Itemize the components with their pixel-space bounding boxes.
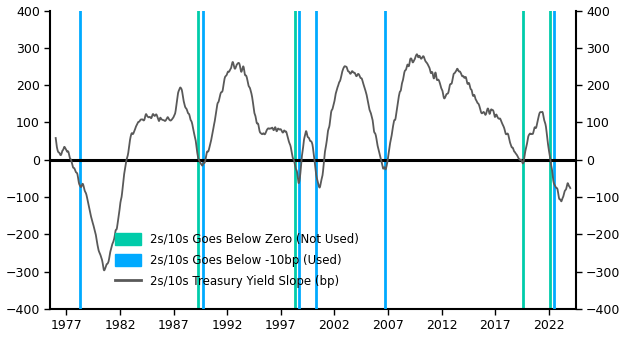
Legend: 2s/10s Goes Below Zero (Not Used), 2s/10s Goes Below -10bp (Used), 2s/10s Treasu: 2s/10s Goes Below Zero (Not Used), 2s/10… — [109, 227, 365, 294]
